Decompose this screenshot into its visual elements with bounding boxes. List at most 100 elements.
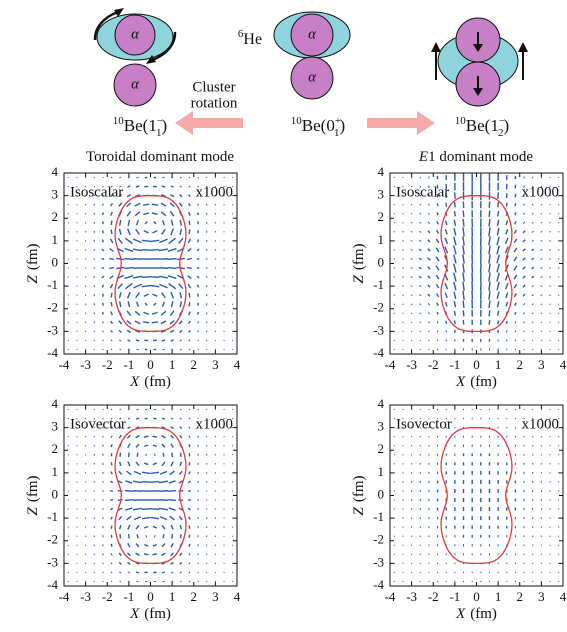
vector-arrow (170, 291, 175, 299)
vector-arrow (134, 329, 141, 333)
vector-arrow (540, 194, 543, 197)
vector-arrow (135, 185, 140, 188)
vector-arrow (110, 562, 113, 565)
vector-arrow (178, 202, 183, 207)
vector-arrow (188, 426, 191, 429)
vector-arrow (522, 257, 526, 261)
vector-arrow (435, 247, 440, 253)
vector-arrow (410, 276, 413, 278)
vector-arrow (214, 348, 217, 351)
label-part: Z (351, 275, 367, 284)
vector-arrow (427, 284, 431, 288)
vector-arrow (101, 499, 104, 501)
vector-arrow (205, 212, 208, 215)
label-part: ) (162, 116, 168, 135)
title-part: Toroidal dominant mode (86, 149, 234, 165)
vector-arrow (462, 281, 465, 291)
vector-arrow (540, 303, 543, 305)
vector-arrow (124, 237, 133, 245)
vector-arrow (109, 275, 114, 279)
vector-arrow (504, 282, 509, 290)
vector-arrow (102, 517, 104, 520)
vector-arrow (76, 408, 78, 411)
vector-arrow (444, 292, 448, 299)
vector-arrow (102, 426, 104, 429)
panel-label: Isoscalar (70, 184, 123, 200)
vector-arrow (127, 533, 130, 539)
vector-arrow (168, 489, 177, 493)
vector-arrow (101, 284, 105, 288)
vector-arrow (540, 285, 543, 287)
vector-arrow (427, 257, 431, 261)
vector-arrow (118, 470, 123, 475)
vector-arrow (135, 426, 140, 430)
vector-arrow (197, 339, 199, 342)
vector-arrow (151, 321, 159, 324)
vector-arrow (84, 348, 87, 351)
label-part: ) (504, 116, 510, 135)
vector-arrow (410, 240, 413, 242)
y-tick-label: -3 (47, 322, 58, 337)
vector-arrow (549, 348, 551, 351)
y-tick-label: -4 (47, 345, 58, 360)
y-axis-label: Z (fm) (351, 475, 367, 515)
vector-arrow (102, 553, 104, 556)
vector-arrow (514, 212, 517, 216)
vector-arrow (188, 185, 191, 188)
vector-arrow (161, 561, 166, 565)
vector-arrow (496, 219, 500, 226)
vector-arrow (223, 490, 225, 492)
vector-arrow (101, 275, 105, 279)
vector-arrow (513, 238, 518, 244)
vector-arrow (427, 248, 431, 252)
vector-arrow (160, 310, 167, 316)
vector-arrow (188, 552, 191, 556)
vector-arrow (160, 320, 167, 325)
vector-arrow (435, 238, 440, 244)
vector-arrow (102, 571, 104, 574)
vector-arrow (127, 524, 131, 530)
vector-arrow (93, 417, 96, 420)
vector-arrow (118, 524, 122, 530)
vector-arrow (514, 302, 517, 307)
x-tick-label: 4 (234, 589, 241, 604)
vector-arrow (126, 552, 131, 557)
x-tick-label: -4 (385, 357, 396, 372)
vector-arrow (141, 471, 151, 475)
vector-arrow (150, 516, 160, 520)
vector-arrow (161, 434, 166, 439)
vector-arrow (205, 348, 208, 351)
vector-arrow (187, 480, 191, 484)
vector-arrow (117, 237, 123, 244)
vector-arrow (110, 176, 113, 179)
vector-arrow (435, 256, 440, 262)
vector-arrow (169, 310, 175, 317)
vector-arrow (76, 339, 78, 342)
vector-arrow (67, 348, 70, 351)
vector-arrow (197, 517, 199, 520)
vector-arrow (124, 275, 134, 280)
vector-arrow (118, 461, 122, 467)
vector-arrow (179, 524, 183, 530)
vector-arrow (488, 218, 491, 227)
vector-arrow (186, 266, 192, 270)
vector-arrow (488, 310, 491, 317)
vector-arrow (531, 275, 535, 279)
vector-arrow (132, 248, 143, 252)
vector-arrow (179, 292, 183, 299)
vector-arrow (84, 339, 87, 342)
vector-arrow (197, 544, 199, 547)
vector-arrow (410, 267, 413, 269)
label-part: + (335, 115, 341, 127)
vector-arrow (178, 516, 183, 521)
vector-arrow (84, 580, 87, 583)
vector-arrow (159, 283, 168, 289)
vector-arrow (142, 203, 150, 206)
vector-arrow (150, 248, 160, 251)
vector-arrow (188, 516, 191, 520)
vector-arrow (197, 508, 200, 511)
vector-arrow (522, 248, 526, 252)
vector-arrow (427, 221, 431, 225)
x-tick-label: -3 (80, 357, 91, 372)
